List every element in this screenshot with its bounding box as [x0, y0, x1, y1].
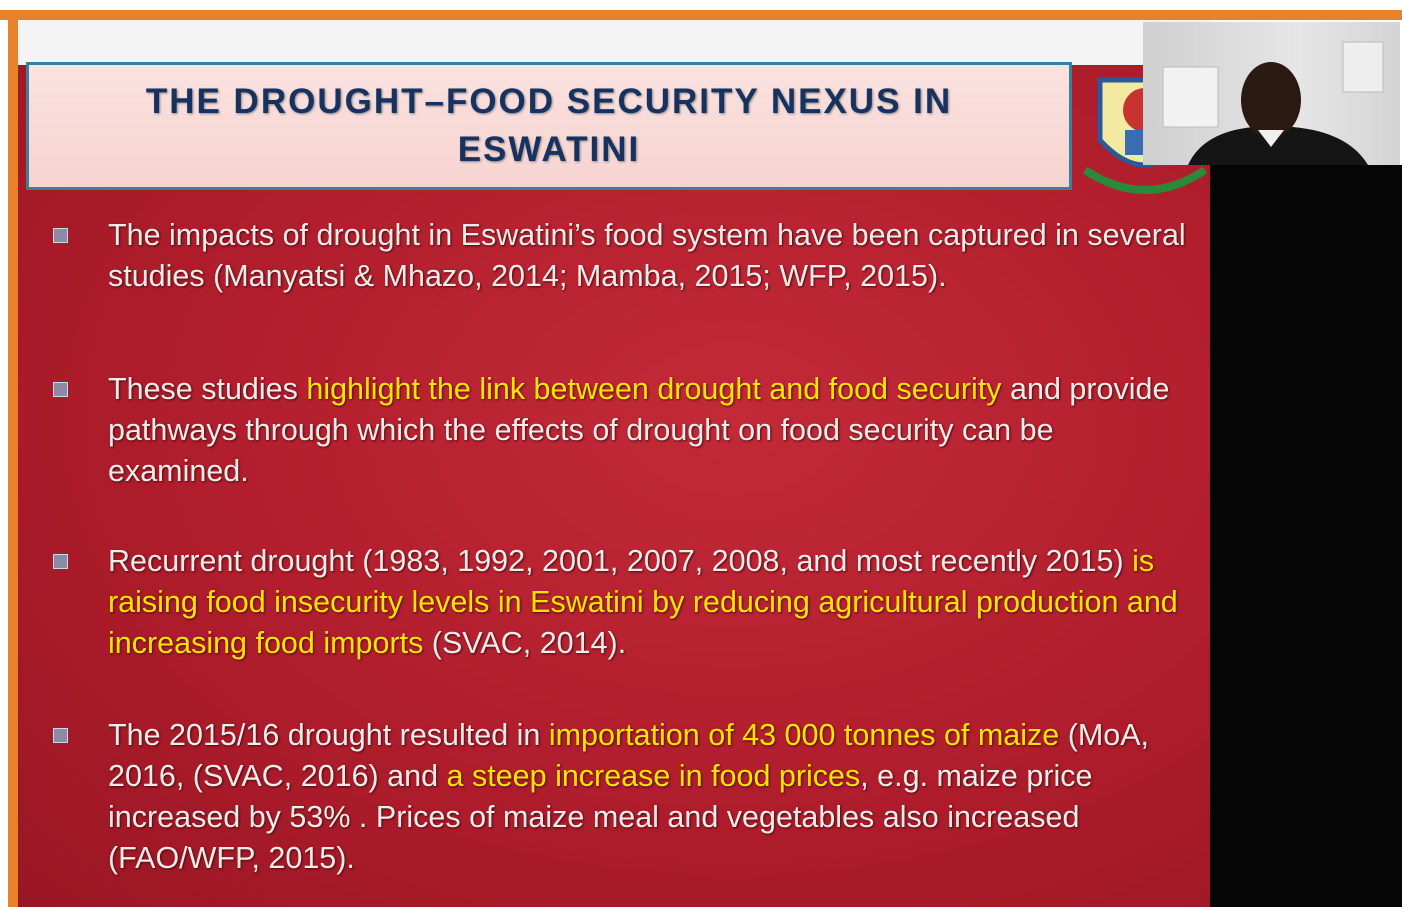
bullet-text: The impacts of drought in Eswatini’s foo… [108, 218, 1186, 293]
video-background [1210, 165, 1402, 907]
bullet-text: These studies [108, 372, 306, 406]
bullet-item: The 2015/16 drought resulted in importat… [108, 715, 1188, 879]
bullet-text: The 2015/16 drought resulted in [108, 718, 549, 752]
bullet-marker [53, 228, 68, 243]
bullet-marker [53, 382, 68, 397]
bullet-item: The impacts of drought in Eswatini’s foo… [108, 215, 1188, 297]
slide-title: THE DROUGHT–FOOD SECURITY NEXUS IN ESWAT… [69, 78, 1029, 174]
slide-header-band [18, 20, 1210, 65]
bullet-marker [53, 554, 68, 569]
border [0, 10, 1402, 20]
bullet-marker [53, 728, 68, 743]
title-box: THE DROUGHT–FOOD SECURITY NEXUS IN ESWAT… [26, 62, 1072, 190]
webcam-feed [1143, 22, 1400, 165]
highlighted-text: importation of 43 000 tonnes of maize [549, 718, 1059, 752]
bullet-text: (SVAC, 2014). [423, 626, 626, 660]
highlighted-text: highlight the link between drought and f… [306, 372, 1001, 406]
video-frame: THE DROUGHT–FOOD SECURITY NEXUS IN ESWAT… [0, 0, 1402, 907]
screen: THE DROUGHT–FOOD SECURITY NEXUS IN ESWAT… [0, 0, 1402, 907]
highlighted-text: a steep increase in food prices [447, 759, 861, 793]
border [8, 10, 18, 907]
slide: THE DROUGHT–FOOD SECURITY NEXUS IN ESWAT… [18, 20, 1210, 907]
bullet-text: Recurrent drought (1983, 1992, 2001, 200… [108, 544, 1132, 578]
bullet-item: Recurrent drought (1983, 1992, 2001, 200… [108, 541, 1188, 664]
bullet-item: These studies highlight the link between… [108, 369, 1188, 492]
